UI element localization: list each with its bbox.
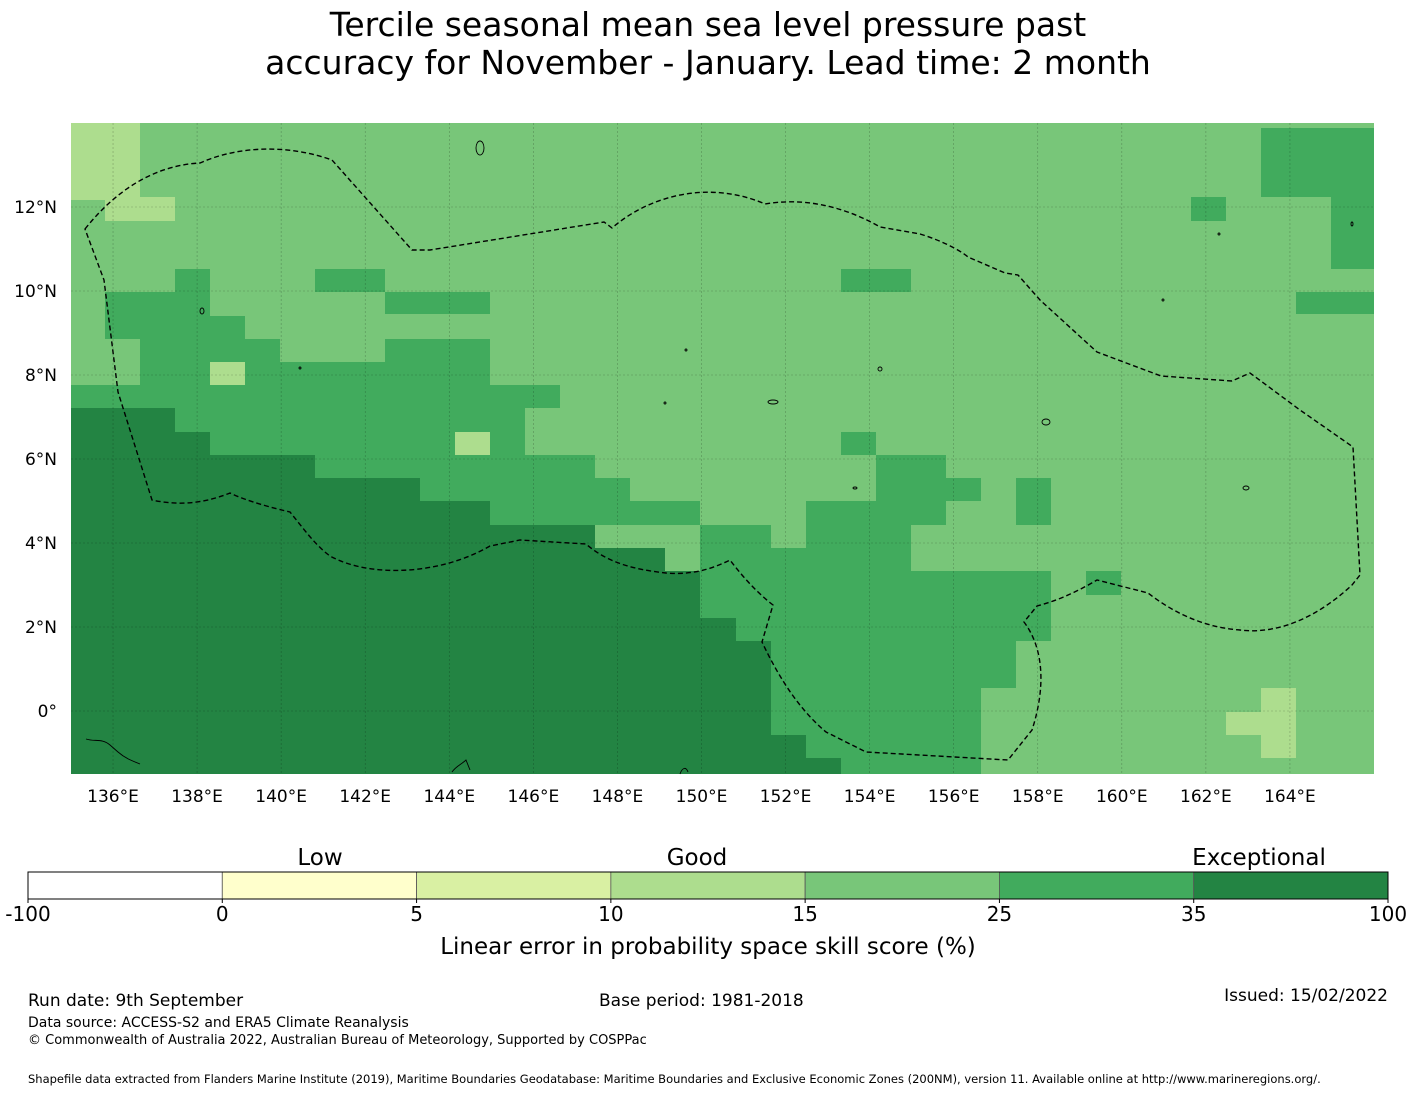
island <box>199 307 205 315</box>
island <box>663 401 667 405</box>
skill-region <box>1226 688 1296 758</box>
colorbar-frame <box>27 871 1389 900</box>
lat-tick-label: 8°N <box>25 366 57 386</box>
skill-region <box>841 269 911 292</box>
colorbar-tick-label: 35 <box>1181 902 1206 926</box>
skill-region <box>385 292 490 314</box>
island <box>852 486 858 490</box>
skill-region <box>1191 197 1226 221</box>
skill-region <box>210 362 245 385</box>
lon-tick-label: 150°E <box>676 787 728 807</box>
lon-tick-label: 160°E <box>1096 787 1148 807</box>
skill-region <box>1331 197 1374 269</box>
coastline <box>85 738 141 765</box>
lon-tick-label: 152°E <box>760 787 812 807</box>
run-date: Run date: 9th September <box>28 991 244 1011</box>
lon-tick-label: 154°E <box>844 787 896 807</box>
colorbar-bin <box>804 871 1000 900</box>
lon-tick-label: 140°E <box>255 787 307 807</box>
skill-region <box>1261 128 1374 197</box>
lat-tick-label: 6°N <box>25 450 57 470</box>
data-source: Data source: ACCESS-S2 and ERA5 Climate … <box>28 1015 409 1031</box>
lon-tick-label: 146°E <box>508 787 560 807</box>
skill-region <box>700 455 1051 774</box>
colorbar: -100 0 5 10 15 25 35 100 Low Good Exceptional Linea… <box>5 845 1407 960</box>
island <box>684 348 688 352</box>
issued-date: Issued: 15/02/2022 <box>1224 986 1388 1006</box>
skill-region <box>71 408 841 774</box>
skill-region <box>315 269 385 292</box>
colorbar-bin <box>1193 871 1389 900</box>
lat-tick-label: 2°N <box>25 618 57 638</box>
lon-tick-label: 164°E <box>1264 787 1316 807</box>
island <box>475 140 485 156</box>
island <box>1161 298 1165 302</box>
colorbar-bin <box>27 871 223 900</box>
copyright: © Commonwealth of Australia 2022, Austra… <box>28 1033 647 1048</box>
island <box>1242 485 1250 491</box>
coastline <box>679 767 689 775</box>
lon-tick-label: 162°E <box>1180 787 1232 807</box>
lon-tick-label: 136°E <box>87 787 139 807</box>
lon-tick-label: 144°E <box>423 787 475 807</box>
colorbar-tick-label: 15 <box>792 902 817 926</box>
skill-region <box>71 269 700 548</box>
skill-region <box>455 432 490 455</box>
lon-tick-label: 142°E <box>339 787 391 807</box>
lon-tick-label: 156°E <box>928 787 980 807</box>
skill-region <box>105 197 175 221</box>
base-period: Base period: 1981-2018 <box>599 991 804 1011</box>
skill-region <box>1296 292 1374 314</box>
colorbar-tick-label: 0 <box>216 902 229 926</box>
title-line-1: Tercile seasonal mean sea level pressure… <box>329 5 1087 44</box>
colorbar-bin <box>416 871 612 900</box>
lon-tick-label: 158°E <box>1012 787 1064 807</box>
colorbar-axis-label: Linear error in probability space skill … <box>440 934 976 960</box>
lat-tick-label: 4°N <box>25 534 57 554</box>
lon-tick-label: 138°E <box>171 787 223 807</box>
lat-tick-label: 12°N <box>14 198 57 218</box>
title-line-2: accuracy for November - January. Lead ti… <box>265 43 1151 82</box>
colorbar-category-label: Low <box>297 845 342 871</box>
gridlines <box>71 123 1374 774</box>
island <box>1041 418 1051 426</box>
skill-region <box>841 432 876 455</box>
islands <box>199 140 1354 491</box>
lat-tick-label: 0° <box>38 702 57 722</box>
colorbar-tick-label: 5 <box>410 902 423 926</box>
eez-boundaries <box>84 148 1361 761</box>
colorbar-category-label: Good <box>667 845 728 871</box>
skill-region <box>71 123 140 200</box>
island <box>1217 232 1221 236</box>
colorbar-bin <box>221 871 417 900</box>
coastline <box>451 759 471 773</box>
shapefile-credit: Shapefile data extracted from Flanders M… <box>28 1072 1321 1086</box>
island <box>298 366 302 370</box>
island <box>877 366 883 372</box>
colorbar-tick-label: -100 <box>5 902 50 926</box>
lon-tick-label: 148°E <box>592 787 644 807</box>
colorbar-tick-label: 100 <box>1369 902 1407 926</box>
chart-title: Tercile seasonal mean sea level pressure… <box>0 6 1416 82</box>
colorbar-tick-label: 10 <box>598 902 623 926</box>
colorbar-tick-label: 25 <box>987 902 1012 926</box>
colorbar-bin <box>610 871 806 900</box>
eez-boundary-path <box>84 148 1361 761</box>
island <box>1350 221 1354 227</box>
colorbar-category-label: Exceptional <box>1192 845 1326 871</box>
lat-tick-label: 10°N <box>14 282 57 302</box>
island <box>767 399 779 405</box>
skill-region <box>1016 478 1051 525</box>
skill-region <box>1086 571 1121 595</box>
skill-score-map: 136°E 138°E 140°E 142°E 144°E 146°E 148°E 150°E… <box>14 123 1374 807</box>
colorbar-bin <box>999 871 1195 900</box>
